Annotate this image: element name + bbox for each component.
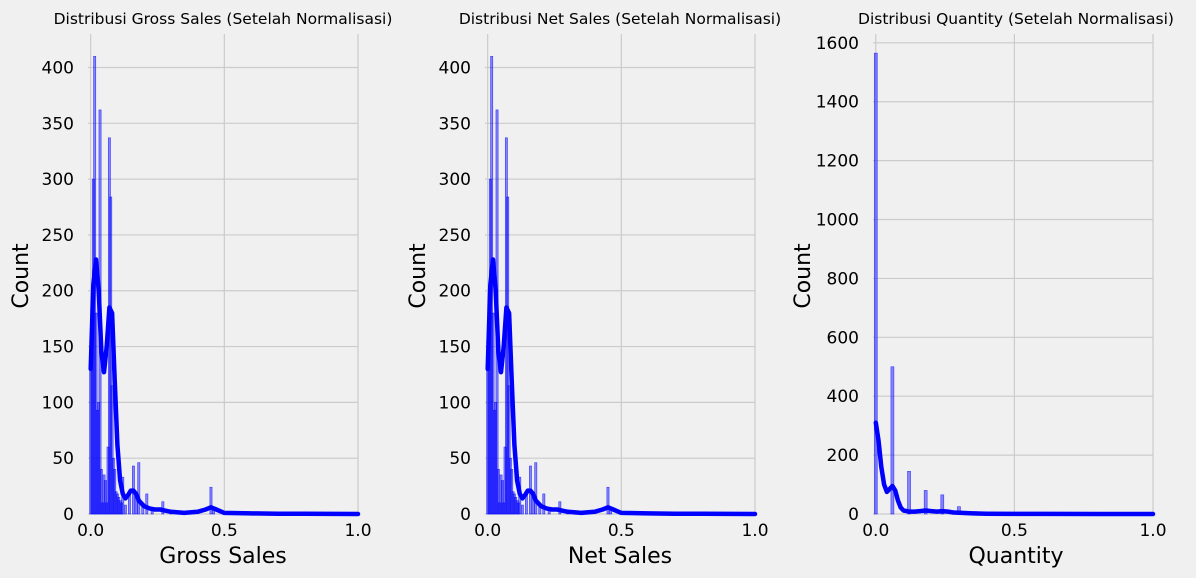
y-tick-label: 350 xyxy=(42,114,74,134)
y-tick-label: 600 xyxy=(827,328,859,348)
y-tick-label: 200 xyxy=(42,282,74,302)
plot-area xyxy=(485,34,755,514)
histogram-bar xyxy=(542,493,546,515)
x-axis-label: Quantity xyxy=(968,544,1063,569)
histogram-bar xyxy=(940,494,945,515)
y-tick-label: 100 xyxy=(42,393,74,413)
y-tick-label: 400 xyxy=(42,58,74,78)
x-axis-label: Net Sales xyxy=(568,544,672,569)
y-tick-label: 250 xyxy=(439,226,471,246)
y-tick-label: 400 xyxy=(439,58,471,78)
y-tick-label: 100 xyxy=(439,393,471,413)
chart-title: Distribusi Quantity (Setelah Normalisasi… xyxy=(858,10,1174,28)
grid xyxy=(88,34,359,515)
y-axis-label: Count xyxy=(9,243,34,309)
x-tick-label: 0.0 xyxy=(77,521,104,541)
x-tick-label: 1.0 xyxy=(1139,521,1166,541)
y-tick-label: 150 xyxy=(42,338,74,358)
y-axis-label: Count xyxy=(406,243,431,309)
y-tick-labels: 0 200 400 600 800 1000 1200 1400 1600 xyxy=(816,34,859,525)
histogram-bars xyxy=(873,52,1044,515)
y-tick-label: 1000 xyxy=(816,211,859,231)
plot-area xyxy=(88,34,358,514)
y-tick-label: 300 xyxy=(439,170,471,190)
y-tick-label: 1400 xyxy=(816,93,859,113)
y-tick-label: 350 xyxy=(439,114,471,134)
x-tick-labels: 0.0 0.5 1.0 xyxy=(77,521,371,541)
x-tick-label: 0.5 xyxy=(1001,521,1028,541)
y-tick-label: 50 xyxy=(449,449,471,469)
chart-title: Distribusi Gross Sales (Setelah Normalis… xyxy=(54,10,393,28)
x-tick-label: 0.0 xyxy=(862,521,889,541)
histogram-bar xyxy=(209,486,213,515)
net-sales-histogram: 0.0 0.5 1.0 0 50 100 150 200 250 300 350 400 Distr… xyxy=(406,10,781,569)
y-tick-label: 200 xyxy=(827,446,859,466)
y-tick-labels: 0 50 100 150 200 250 300 350 400 xyxy=(42,58,74,525)
histogram-bar xyxy=(521,504,524,515)
x-tick-label: 1.0 xyxy=(344,521,371,541)
quantity-histogram: 0.0 0.5 1.0 02004006008001000120014001600 … xyxy=(791,10,1174,569)
kde-curve xyxy=(88,257,361,517)
histogram-bar xyxy=(890,366,895,515)
y-tick-label: 1600 xyxy=(816,34,859,54)
x-axis-label: Gross Sales xyxy=(159,544,287,569)
plot-area xyxy=(873,34,1153,514)
x-tick-label: 1.0 xyxy=(741,521,768,541)
histogram-bar xyxy=(124,504,127,515)
histogram-bar xyxy=(137,462,141,515)
y-tick-label: 800 xyxy=(827,269,859,289)
histogram-bar xyxy=(145,493,149,515)
chart-title: Distribusi Net Sales (Setelah Normalisas… xyxy=(459,10,781,28)
y-tick-label: 150 xyxy=(439,338,471,358)
y-tick-label: 0 xyxy=(848,505,859,525)
histogram-bar xyxy=(907,471,911,515)
y-tick-label: 0 xyxy=(63,505,74,525)
histogram-bar xyxy=(534,462,538,515)
histogram-bar xyxy=(606,486,610,515)
y-axis-label: Count xyxy=(791,243,816,309)
x-tick-label: 0.5 xyxy=(211,521,238,541)
y-tick-label: 0 xyxy=(460,505,471,525)
histogram-bar xyxy=(873,52,878,515)
kde-curve xyxy=(485,257,758,517)
x-tick-labels: 0.0 0.5 1.0 xyxy=(862,521,1166,541)
y-tick-label: 400 xyxy=(827,387,859,407)
y-tick-label: 300 xyxy=(42,170,74,190)
x-tick-labels: 0.0 0.5 1.0 xyxy=(474,521,768,541)
kde-curve xyxy=(873,420,1156,517)
gross-sales-histogram: 0.0 0.5 1.0 0 50 100 150 200 250 300 350 400 Distr… xyxy=(9,10,392,569)
y-tick-label: 250 xyxy=(42,226,74,246)
x-tick-label: 0.0 xyxy=(474,521,501,541)
y-tick-label: 1200 xyxy=(816,152,859,172)
histogram-bar xyxy=(923,490,928,515)
y-tick-label: 50 xyxy=(52,449,74,469)
y-tick-label: 200 xyxy=(439,282,471,302)
y-tick-labels: 0 50 100 150 200 250 300 350 400 xyxy=(439,58,471,525)
x-tick-label: 0.5 xyxy=(608,521,635,541)
